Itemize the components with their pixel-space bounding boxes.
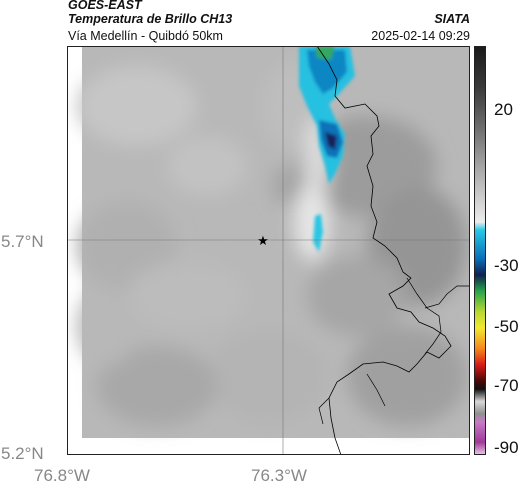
department-boundary (316, 46, 452, 455)
colorbar-tick-label: -90 (494, 438, 519, 457)
grid-lines (67, 46, 470, 455)
lat-tick-label: 5.7°N (1, 232, 44, 251)
municipal-boundary (318, 373, 386, 425)
route-label: Vía Medellín - Quibdó 50km (68, 29, 223, 43)
municipal-boundary (406, 277, 470, 355)
organization-label: SIATA (434, 12, 470, 26)
satellite-title: GOES-EAST (68, 0, 142, 12)
satellite-map: ★ (67, 46, 470, 455)
colorbar-tick-label: 20 (494, 100, 513, 119)
colorbar-tick-label: -50 (494, 317, 519, 336)
lon-tick-label: 76.8°W (34, 466, 90, 485)
colorbar-tick-label: -30 (494, 256, 519, 275)
star-icon: ★ (257, 234, 269, 249)
colorbar (474, 46, 486, 455)
product-title: Temperatura de Brillo CH13 (68, 12, 233, 26)
lon-tick-label: 76.3°W (251, 466, 307, 485)
cold-cloud-tops (299, 46, 355, 252)
colorbar-tick-label: -70 (494, 376, 519, 395)
lat-tick-label: 5.2°N (1, 444, 44, 463)
datetime-label: 2025-02-14 09:29 (371, 29, 470, 43)
brightness-temperature-field (77, 46, 470, 438)
